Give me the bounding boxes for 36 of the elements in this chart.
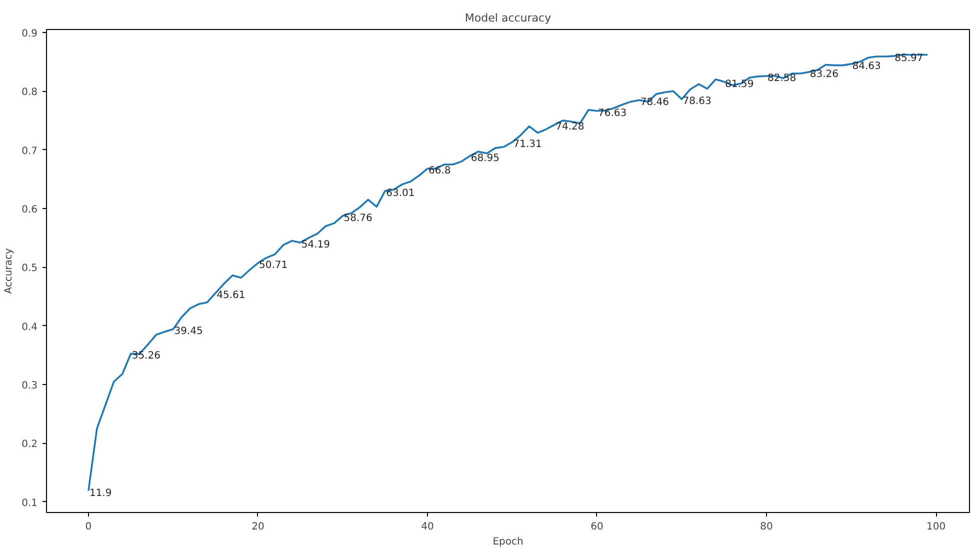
annotation: 11.9 (89, 488, 112, 499)
chart-title: Model accuracy (464, 12, 552, 24)
annotation: 83.26 (810, 68, 839, 80)
x-tick-label: 20 (252, 522, 264, 532)
annotation: 76.63 (598, 108, 627, 119)
y-axis-title: Accuracy (4, 248, 15, 294)
annotation: 39.45 (174, 326, 203, 338)
y-tick-label: 0.3 (22, 380, 38, 392)
annotation: 50.71 (258, 260, 288, 272)
x-tick-label: 40 (421, 522, 434, 532)
y-tick-label: 0.4 (22, 322, 38, 333)
annotation: 35.26 (132, 350, 160, 362)
y-tick-label: 0.7 (22, 146, 38, 157)
x-tick-label: 0 (85, 522, 92, 532)
annotation: 85.97 (894, 53, 924, 64)
annotation: 74.28 (556, 122, 584, 133)
annotation: 68.95 (470, 152, 500, 164)
y-tick-label: 0.2 (22, 439, 38, 450)
annotation: 78.46 (640, 97, 670, 108)
x-axis-title: Epoch (492, 536, 524, 548)
y-tick-label: 0.8 (22, 87, 38, 98)
y-tick-label: 0.1 (22, 498, 38, 509)
y-tick-label: 0.5 (22, 263, 38, 274)
annotation: 45.61 (216, 290, 246, 301)
annotation: 84.63 (852, 60, 881, 72)
annotation: 78.63 (682, 96, 712, 108)
annotation: 63.01 (386, 188, 415, 199)
x-tick-label: 60 (590, 522, 604, 532)
annotation: 66.8 (428, 166, 451, 177)
y-tick-label: 0.6 (22, 204, 38, 216)
annotation: 58.76 (344, 212, 372, 224)
x-tick-label: 80 (760, 522, 773, 532)
x-tick-label: 100 (926, 522, 946, 532)
y-tick-label: 0.9 (22, 28, 38, 40)
annotation: 54.19 (301, 240, 330, 251)
annotation: 71.31 (513, 139, 542, 150)
